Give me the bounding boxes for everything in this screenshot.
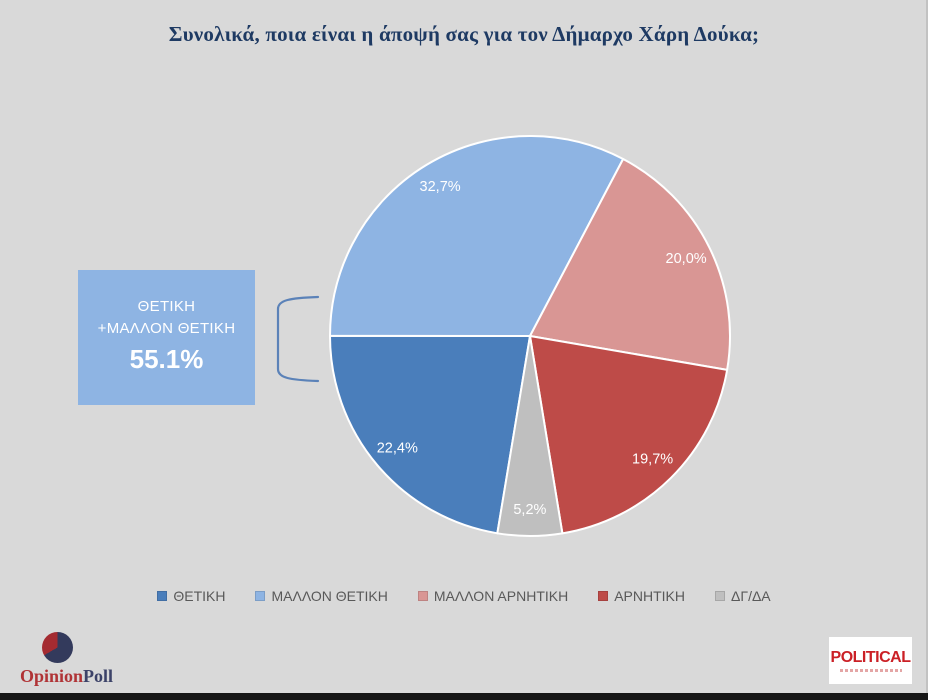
chart-title: Συνολικά, ποια είναι η άποψή σας για τον… [168, 22, 760, 46]
legend-swatch-0 [157, 591, 168, 601]
bracket-path [276, 295, 320, 383]
political-logo: POLITICAL [829, 637, 912, 684]
legend-item-4: ΔΓ/ΔΑ [715, 588, 771, 604]
pie-slice-1 [329, 135, 625, 337]
opinionpoll-word-opinion: Opinion [20, 666, 84, 686]
bottom-black-bar [0, 693, 928, 700]
pie-slice-label-3: 19,7% [632, 452, 673, 468]
opinionpoll-word-poll: Poll [83, 666, 114, 686]
pie-chart: 22,4% 32,7% 20,0% 19,7% 5,2% [329, 135, 732, 537]
legend: ΘΕΤΙΚΗ ΜΑΛΛΟΝ ΘΕΤΙΚΗ ΜΑΛΛΟΝ ΑΡΝΗΤΙΚΗ ΑΡΝΗΤΙ… [0, 588, 928, 604]
legend-swatch-3 [598, 591, 609, 601]
pie-slice-label-1: 32,7% [420, 179, 461, 195]
pie-slice-label-2: 20,0% [666, 251, 707, 267]
pie-chart-area: 22,4% 32,7% 20,0% 19,7% 5,2% [300, 106, 760, 566]
opinionpoll-wordmark: OpinionPoll [20, 666, 113, 687]
legend-label-2: ΜΑΛΛΟΝ ΑΡΝΗΤΙΚΗ [433, 588, 569, 604]
legend-item-3: ΑΡΝΗΤΙΚΗ [598, 588, 685, 604]
callout-bracket [276, 295, 320, 383]
pie-slice-label-4: 5,2% [513, 502, 546, 518]
legend-label-4: ΔΓ/ΔΑ [731, 588, 771, 604]
legend-item-2: ΜΑΛΛΟΝ ΑΡΝΗΤΙΚΗ [417, 588, 569, 604]
political-tagline [839, 668, 902, 672]
legend-label-0: ΘΕΤΙΚΗ [173, 588, 226, 604]
legend-swatch-2 [417, 591, 428, 601]
legend-item-0: ΘΕΤΙΚΗ [157, 588, 225, 604]
pie-slice-2 [529, 158, 732, 371]
legend-label-3: ΑΡΝΗΤΙΚΗ [614, 588, 685, 604]
pie-slice-0 [329, 334, 531, 535]
pie-slice-3 [529, 335, 729, 535]
summary-callout: ΘΕΤΙΚΗ +ΜΑΛΛΟΝ ΘΕΤΙΚΗ 55.1% [78, 270, 255, 405]
callout-value: 55.1% [129, 344, 204, 375]
opinionpoll-pie-icon [42, 632, 73, 663]
legend-swatch-1 [255, 591, 266, 601]
callout-line1: ΘΕΤΙΚΗ [137, 297, 196, 315]
pie-slice-label-0: 22,4% [377, 441, 418, 457]
political-wordmark: POLITICAL [830, 648, 911, 666]
pie-slice-4 [496, 335, 564, 537]
callout-line2: +ΜΑΛΛΟΝ ΘΕΤΙΚΗ [97, 319, 236, 337]
right-edge-line [926, 0, 928, 693]
legend-item-1: ΜΑΛΛΟΝ ΘΕΤΙΚΗ [255, 588, 388, 604]
legend-swatch-4 [715, 591, 725, 601]
opinionpoll-logo: OpinionPoll [20, 630, 150, 688]
legend-label-1: ΜΑΛΛΟΝ ΘΕΤΙΚΗ [271, 588, 388, 604]
